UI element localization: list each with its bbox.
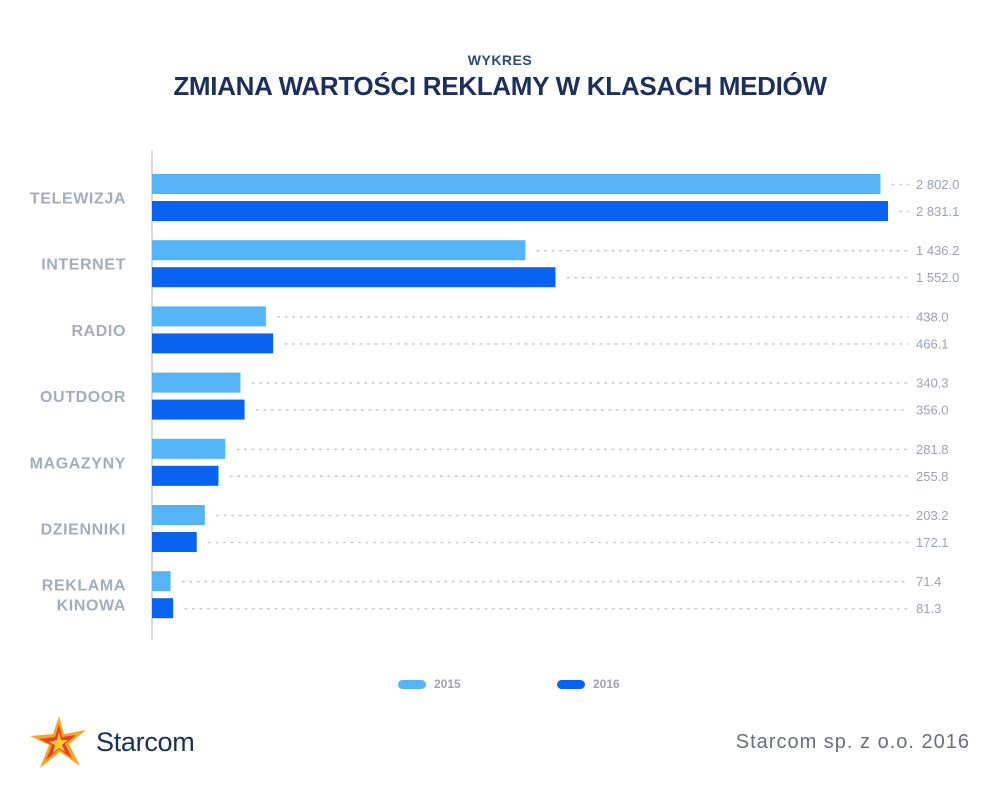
- chart-subtitle: WYKRES: [467, 52, 533, 68]
- bar-2015-0: [152, 174, 881, 194]
- bar-2015-6: [152, 571, 171, 592]
- bar-2016-6: [152, 598, 174, 619]
- bar-2015-4: [152, 438, 226, 459]
- bar-2016-3: [152, 399, 245, 420]
- data-label-2015-0: 2 802.0: [916, 177, 959, 192]
- data-label-2016-6: 81.3: [916, 601, 941, 616]
- data-label-2016-3: 356.0: [916, 403, 949, 418]
- data-label-2015-6: 71.4: [916, 574, 941, 589]
- data-label-2015-2: 438.0: [916, 309, 949, 324]
- bar-2016-0: [152, 201, 888, 221]
- legend-label-2016: 2016: [593, 677, 620, 691]
- legend-label-2015: 2015: [434, 677, 461, 691]
- data-label-2016-5: 172.1: [916, 535, 949, 550]
- legend-item-2015: 2015: [398, 676, 461, 692]
- category-label-1: INTERNET: [41, 257, 126, 274]
- starcom-logo: Starcom: [28, 714, 195, 770]
- bar-2016-1: [152, 267, 556, 288]
- category-label-0: TELEWIZJA: [30, 191, 126, 208]
- data-label-2015-4: 281.8: [916, 442, 949, 457]
- legend-item-2016: 2016: [557, 676, 620, 692]
- bar-2015-3: [152, 372, 241, 393]
- bar-2015-1: [152, 240, 526, 261]
- category-label-5: DZIENNIKI: [41, 522, 126, 539]
- data-label-2015-5: 203.2: [916, 508, 949, 523]
- logo-brand-text: Starcom: [96, 726, 195, 757]
- category-label-2: RADIO: [71, 323, 126, 340]
- data-label-2016-1: 1 552.0: [916, 270, 959, 285]
- data-label-2016-0: 2 831.1: [916, 204, 959, 219]
- data-label-2016-2: 466.1: [916, 336, 949, 351]
- legend-swatch-2016: [557, 679, 585, 689]
- data-label-2015-1: 1 436.2: [916, 243, 959, 258]
- category-label-4: MAGAZYNY: [30, 455, 126, 472]
- bar-2015-2: [152, 306, 266, 327]
- starcom-star-icon: [30, 716, 86, 768]
- bar-2016-2: [152, 333, 274, 354]
- legend-swatch-2015: [398, 679, 426, 689]
- bar-2016-5: [152, 532, 197, 552]
- category-label-3: OUTDOOR: [40, 389, 126, 406]
- category-label-6-line-0: REKLAMA: [42, 578, 126, 595]
- chart-title: ZMIANA WARTOŚCI REKLAMY W KLASACH MEDIÓW: [173, 71, 827, 101]
- footer-credit: Starcom sp. z o.o. 2016: [735, 731, 970, 753]
- bar-2016-4: [152, 465, 219, 486]
- data-label-2015-3: 340.3: [916, 376, 949, 391]
- bar-2015-5: [152, 505, 205, 525]
- data-label-2016-4: 255.8: [916, 469, 949, 484]
- category-label-6-line-1: KINOWA: [57, 598, 126, 615]
